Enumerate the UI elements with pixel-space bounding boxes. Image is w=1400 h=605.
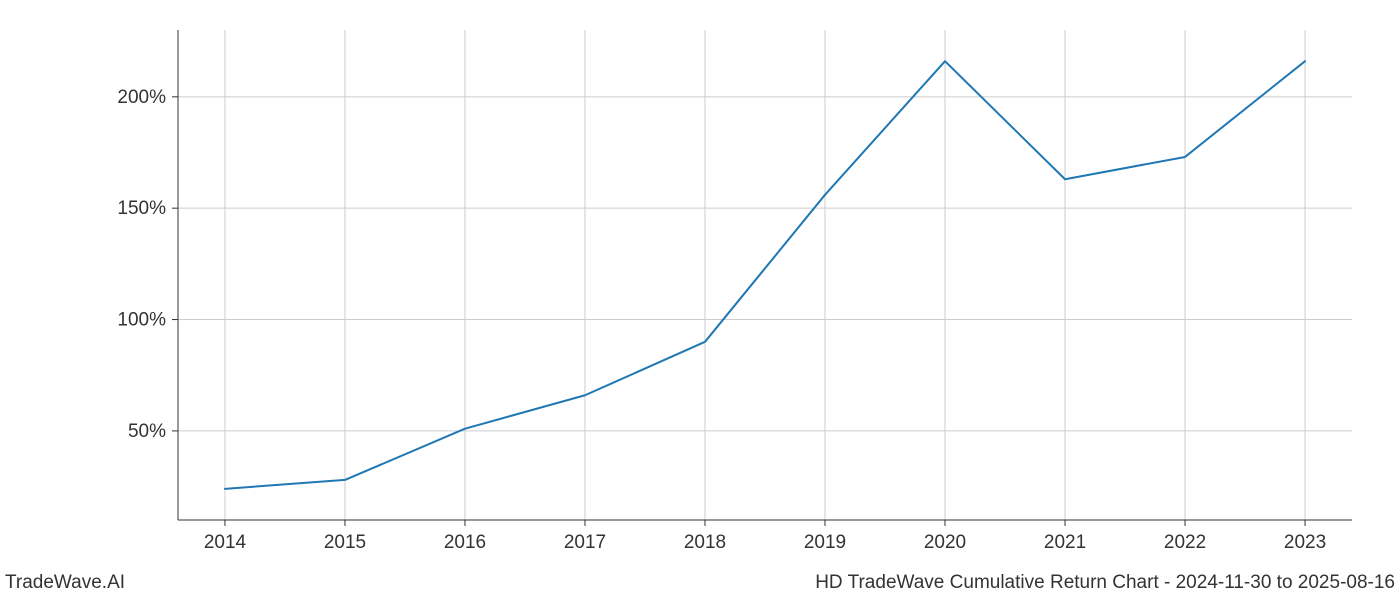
x-tick-label: 2014: [204, 532, 247, 553]
x-tick-label: 2018: [684, 532, 726, 553]
x-tick-label: 2023: [1284, 532, 1326, 553]
x-tick-label: 2022: [1164, 532, 1206, 553]
data-line: [225, 61, 1305, 489]
chart-container: 50% 100% 150% 200% 2014 2015 2016 2017 2018 2019 2…: [0, 0, 1400, 600]
x-tick-label: 2017: [564, 532, 606, 553]
y-tick-label: 100%: [117, 310, 166, 331]
y-tick-label: 150%: [117, 198, 166, 219]
x-tick-label: 2021: [1044, 532, 1086, 553]
footer-right-text: HD TradeWave Cumulative Return Chart - 2…: [815, 572, 1395, 594]
y-tick-label: 50%: [128, 421, 166, 442]
line-chart: 50% 100% 150% 200% 2014 2015 2016 2017 2018 2019 2…: [0, 0, 1400, 600]
x-tick-label: 2015: [324, 532, 366, 553]
x-tick-label: 2016: [444, 532, 486, 553]
x-tick-label: 2020: [924, 532, 966, 553]
x-tick-label: 2019: [804, 532, 846, 553]
y-tick-label: 200%: [117, 87, 166, 108]
footer-left-text: TradeWave.AI: [5, 572, 125, 594]
